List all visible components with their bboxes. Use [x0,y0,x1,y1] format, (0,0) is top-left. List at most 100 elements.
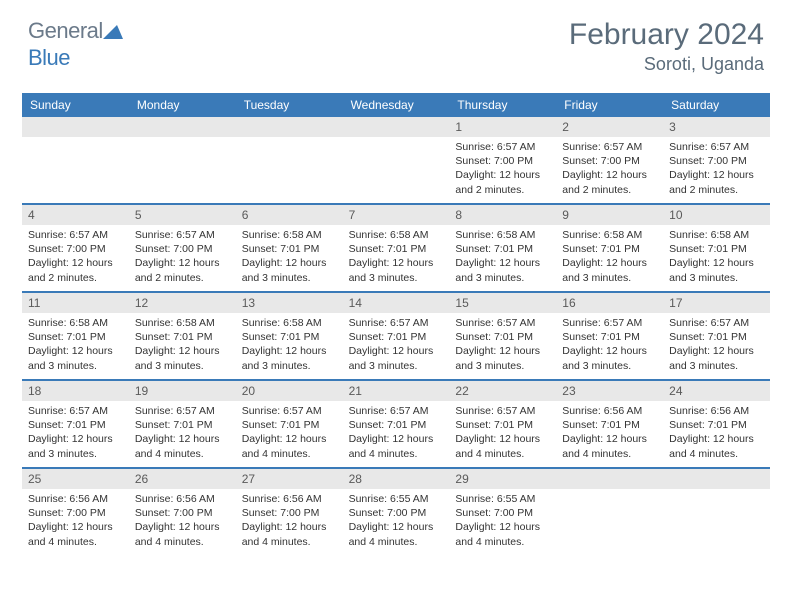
sunrise-text: Sunrise: 6:56 AM [562,404,657,418]
day-info: Sunrise: 6:56 AMSunset: 7:00 PMDaylight:… [129,489,236,553]
daylight-text: Daylight: 12 hours and 3 minutes. [135,344,230,372]
day-cell: 4Sunrise: 6:57 AMSunset: 7:00 PMDaylight… [22,205,129,291]
sunset-text: Sunset: 7:00 PM [28,242,123,256]
sunset-text: Sunset: 7:01 PM [135,418,230,432]
daylight-text: Daylight: 12 hours and 3 minutes. [455,256,550,284]
day-cell: 26Sunrise: 6:56 AMSunset: 7:00 PMDayligh… [129,469,236,555]
day-info: Sunrise: 6:57 AMSunset: 7:00 PMDaylight:… [663,137,770,201]
day-cell [22,117,129,203]
sunrise-text: Sunrise: 6:57 AM [455,404,550,418]
day-header-wednesday: Wednesday [343,93,450,117]
sunset-text: Sunset: 7:01 PM [135,330,230,344]
sunset-text: Sunset: 7:00 PM [455,154,550,168]
daylight-text: Daylight: 12 hours and 3 minutes. [242,256,337,284]
day-info: Sunrise: 6:57 AMSunset: 7:01 PMDaylight:… [556,313,663,377]
day-cell: 23Sunrise: 6:56 AMSunset: 7:01 PMDayligh… [556,381,663,467]
day-header-friday: Friday [556,93,663,117]
day-number: 17 [663,293,770,313]
day-info: Sunrise: 6:57 AMSunset: 7:01 PMDaylight:… [343,313,450,377]
day-header-row: Sunday Monday Tuesday Wednesday Thursday… [22,93,770,117]
daylight-text: Daylight: 12 hours and 3 minutes. [349,344,444,372]
daylight-text: Daylight: 12 hours and 4 minutes. [455,432,550,460]
day-number [22,117,129,137]
day-info: Sunrise: 6:56 AMSunset: 7:01 PMDaylight:… [663,401,770,465]
day-info: Sunrise: 6:58 AMSunset: 7:01 PMDaylight:… [343,225,450,289]
day-cell: 28Sunrise: 6:55 AMSunset: 7:00 PMDayligh… [343,469,450,555]
day-number: 27 [236,469,343,489]
day-info: Sunrise: 6:57 AMSunset: 7:01 PMDaylight:… [129,401,236,465]
day-header-saturday: Saturday [663,93,770,117]
day-number: 2 [556,117,663,137]
sunset-text: Sunset: 7:01 PM [562,242,657,256]
day-number: 25 [22,469,129,489]
sunset-text: Sunset: 7:01 PM [349,418,444,432]
header: GeneralBlue February 2024 Soroti, Uganda [0,0,792,85]
day-info: Sunrise: 6:58 AMSunset: 7:01 PMDaylight:… [449,225,556,289]
day-info: Sunrise: 6:58 AMSunset: 7:01 PMDaylight:… [556,225,663,289]
day-info: Sunrise: 6:57 AMSunset: 7:00 PMDaylight:… [129,225,236,289]
sunset-text: Sunset: 7:00 PM [242,506,337,520]
day-number: 3 [663,117,770,137]
day-info: Sunrise: 6:56 AMSunset: 7:00 PMDaylight:… [236,489,343,553]
week-row: 25Sunrise: 6:56 AMSunset: 7:00 PMDayligh… [22,467,770,555]
daylight-text: Daylight: 12 hours and 3 minutes. [562,256,657,284]
daylight-text: Daylight: 12 hours and 2 minutes. [562,168,657,196]
day-info: Sunrise: 6:57 AMSunset: 7:01 PMDaylight:… [236,401,343,465]
daylight-text: Daylight: 12 hours and 2 minutes. [28,256,123,284]
sunset-text: Sunset: 7:01 PM [242,242,337,256]
day-number: 20 [236,381,343,401]
sunrise-text: Sunrise: 6:57 AM [562,316,657,330]
sunrise-text: Sunrise: 6:57 AM [28,228,123,242]
sunset-text: Sunset: 7:01 PM [669,330,764,344]
day-number: 5 [129,205,236,225]
sunset-text: Sunset: 7:01 PM [455,418,550,432]
day-number: 24 [663,381,770,401]
day-info: Sunrise: 6:56 AMSunset: 7:00 PMDaylight:… [22,489,129,553]
day-info: Sunrise: 6:58 AMSunset: 7:01 PMDaylight:… [236,225,343,289]
day-info: Sunrise: 6:57 AMSunset: 7:01 PMDaylight:… [663,313,770,377]
day-number: 18 [22,381,129,401]
sunrise-text: Sunrise: 6:58 AM [28,316,123,330]
day-number: 11 [22,293,129,313]
daylight-text: Daylight: 12 hours and 3 minutes. [349,256,444,284]
day-number: 8 [449,205,556,225]
day-info: Sunrise: 6:57 AMSunset: 7:01 PMDaylight:… [343,401,450,465]
day-info: Sunrise: 6:55 AMSunset: 7:00 PMDaylight:… [343,489,450,553]
month-title: February 2024 [569,18,764,52]
daylight-text: Daylight: 12 hours and 3 minutes. [242,344,337,372]
sunset-text: Sunset: 7:01 PM [669,418,764,432]
day-cell: 21Sunrise: 6:57 AMSunset: 7:01 PMDayligh… [343,381,450,467]
day-cell: 7Sunrise: 6:58 AMSunset: 7:01 PMDaylight… [343,205,450,291]
day-cell: 15Sunrise: 6:57 AMSunset: 7:01 PMDayligh… [449,293,556,379]
day-number: 12 [129,293,236,313]
day-header-thursday: Thursday [449,93,556,117]
day-cell: 3Sunrise: 6:57 AMSunset: 7:00 PMDaylight… [663,117,770,203]
sunrise-text: Sunrise: 6:55 AM [455,492,550,506]
day-cell: 17Sunrise: 6:57 AMSunset: 7:01 PMDayligh… [663,293,770,379]
sunset-text: Sunset: 7:01 PM [669,242,764,256]
day-number: 15 [449,293,556,313]
day-cell: 16Sunrise: 6:57 AMSunset: 7:01 PMDayligh… [556,293,663,379]
sunrise-text: Sunrise: 6:57 AM [455,316,550,330]
sunrise-text: Sunrise: 6:57 AM [349,316,444,330]
day-header-monday: Monday [129,93,236,117]
daylight-text: Daylight: 12 hours and 2 minutes. [135,256,230,284]
day-cell [556,469,663,555]
sunrise-text: Sunrise: 6:56 AM [242,492,337,506]
sunset-text: Sunset: 7:01 PM [455,242,550,256]
day-number: 21 [343,381,450,401]
sunset-text: Sunset: 7:00 PM [28,506,123,520]
daylight-text: Daylight: 12 hours and 4 minutes. [349,432,444,460]
day-info: Sunrise: 6:55 AMSunset: 7:00 PMDaylight:… [449,489,556,553]
day-info: Sunrise: 6:58 AMSunset: 7:01 PMDaylight:… [129,313,236,377]
day-header-sunday: Sunday [22,93,129,117]
week-row: 11Sunrise: 6:58 AMSunset: 7:01 PMDayligh… [22,291,770,379]
day-cell: 5Sunrise: 6:57 AMSunset: 7:00 PMDaylight… [129,205,236,291]
sunrise-text: Sunrise: 6:56 AM [669,404,764,418]
day-info: Sunrise: 6:58 AMSunset: 7:01 PMDaylight:… [663,225,770,289]
day-cell: 8Sunrise: 6:58 AMSunset: 7:01 PMDaylight… [449,205,556,291]
day-cell: 11Sunrise: 6:58 AMSunset: 7:01 PMDayligh… [22,293,129,379]
day-number: 1 [449,117,556,137]
day-number: 28 [343,469,450,489]
day-cell: 2Sunrise: 6:57 AMSunset: 7:00 PMDaylight… [556,117,663,203]
